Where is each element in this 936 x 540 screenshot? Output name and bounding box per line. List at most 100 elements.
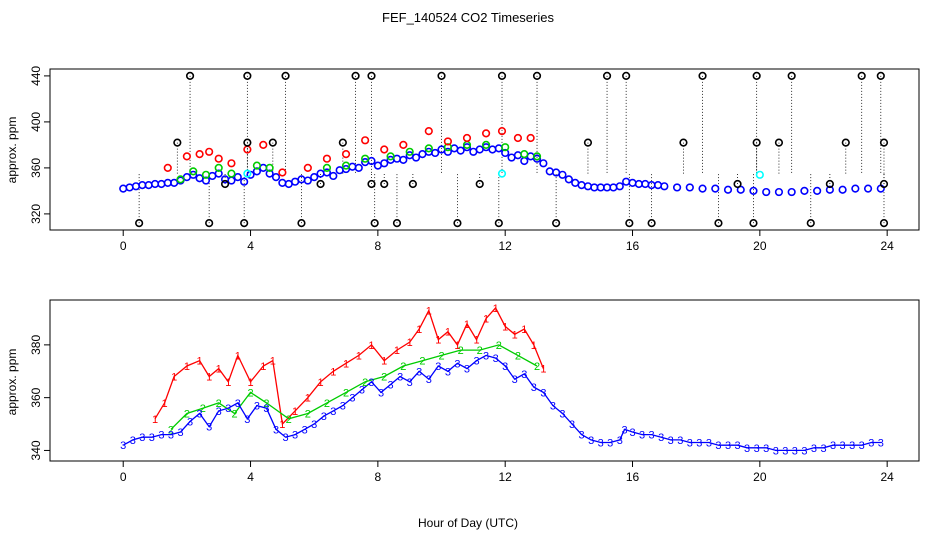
point-series-2: 2 (343, 387, 349, 399)
point-series-3 (227, 176, 236, 185)
point-series-2: 2 (400, 361, 406, 373)
point-series-3: 3 (292, 430, 298, 442)
point-series-2: 2 (305, 408, 311, 420)
point-series-flagged (679, 138, 688, 147)
point-series-3: 3 (349, 393, 355, 405)
point-series-flagged (733, 179, 742, 189)
point-series-3: 3 (521, 369, 527, 381)
y-tick-label: 360 (29, 387, 43, 407)
point-series-2: 2 (381, 372, 387, 384)
point-series-3: 3 (639, 430, 645, 442)
point-series-flagged (370, 219, 379, 228)
point-series-1 (481, 129, 491, 138)
point-series-flagged (453, 219, 462, 228)
point-series-3: 3 (550, 401, 556, 413)
point-series-2 (501, 143, 510, 152)
point-series-3 (252, 167, 262, 176)
x-tick-label: 0 (120, 239, 127, 253)
chart-title: FEF_140524 CO2 Timeseries (382, 10, 554, 25)
point-series-1: 1 (184, 361, 190, 373)
point-series-3 (564, 175, 573, 184)
point-series-3: 3 (216, 406, 222, 418)
point-series-3: 3 (792, 445, 798, 457)
point-series-3: 3 (715, 440, 721, 452)
point-series-flagged (268, 138, 277, 147)
x-tick-label: 16 (626, 470, 640, 484)
point-series-1: 1 (225, 377, 231, 389)
x-tick-label: 16 (626, 239, 640, 253)
point-series-3 (431, 148, 440, 158)
point-series-3: 3 (598, 438, 604, 450)
point-series-3: 3 (668, 435, 674, 447)
point-series-1: 1 (521, 324, 527, 336)
y-tick-label: 340 (29, 440, 43, 460)
top-y-axis: 320 360 400 440 (29, 66, 50, 224)
point-series-1: 1 (426, 306, 432, 318)
point-series-1 (278, 168, 287, 177)
point-series-3: 3 (197, 408, 203, 420)
point-series-3: 3 (840, 440, 846, 452)
point-series-3 (698, 184, 707, 193)
point-series-2 (386, 152, 395, 161)
point-series-flagged (497, 71, 507, 80)
point-series-3: 3 (531, 382, 537, 394)
point-series-3 (513, 151, 523, 160)
point-series-2: 2 (247, 387, 253, 399)
point-series-2: 2 (286, 414, 292, 426)
y-tick-label: 380 (29, 335, 43, 355)
point-series-flagged (774, 138, 784, 147)
point-series-3 (119, 184, 128, 193)
point-series-3 (310, 173, 319, 182)
point-series-3: 3 (706, 438, 712, 450)
point-series-3: 3 (811, 443, 817, 455)
x-tick-label: 8 (375, 470, 382, 484)
point-series-3: 3 (473, 356, 479, 368)
point-series-2: 2 (362, 377, 368, 389)
x-tick-label: 8 (375, 239, 382, 253)
point-series-3 (271, 173, 281, 182)
point-series-cyan (243, 169, 252, 178)
point-series-1 (462, 133, 472, 143)
point-series-2 (361, 154, 370, 163)
point-series-flagged (787, 71, 796, 80)
point-series-3 (545, 167, 554, 176)
point-series-3 (520, 156, 529, 166)
point-series-3: 3 (617, 435, 623, 447)
point-series-1 (513, 133, 523, 143)
x-axis-label: Hour of Day (UTC) (418, 516, 518, 530)
point-series-3: 3 (273, 424, 279, 436)
point-series-3: 3 (187, 416, 193, 428)
point-series-3 (723, 185, 733, 194)
point-series-2 (341, 161, 351, 170)
point-series-flagged (752, 138, 761, 147)
point-series-flagged (392, 219, 402, 228)
point-series-3: 3 (177, 427, 183, 439)
point-series-flagged (316, 179, 325, 189)
point-series-flagged (475, 179, 484, 189)
point-series-2: 2 (515, 350, 521, 362)
point-series-3: 3 (206, 422, 212, 434)
point-series-flagged (367, 71, 376, 80)
point-series-1: 1 (247, 377, 253, 389)
point-series-flagged (806, 219, 815, 228)
point-series-3: 3 (559, 408, 565, 420)
point-series-3 (800, 186, 809, 195)
point-series-3 (131, 182, 141, 191)
point-series-cyan (755, 170, 764, 179)
point-series-flagged (602, 71, 612, 80)
point-series-1: 1 (292, 406, 298, 418)
point-series-flagged (338, 138, 347, 147)
point-series-3: 3 (773, 445, 779, 457)
point-series-2 (532, 152, 542, 161)
point-series-1: 1 (368, 340, 374, 352)
point-series-3 (787, 187, 796, 197)
point-series-flagged (876, 71, 885, 80)
point-series-3 (558, 170, 567, 179)
point-series-1: 1 (206, 372, 212, 384)
point-series-3: 3 (725, 440, 731, 452)
point-series-1: 1 (445, 327, 451, 339)
point-series-1 (443, 137, 452, 146)
point-series-3: 3 (569, 419, 575, 431)
point-series-flagged (825, 179, 834, 189)
point-series-flagged (380, 179, 389, 189)
